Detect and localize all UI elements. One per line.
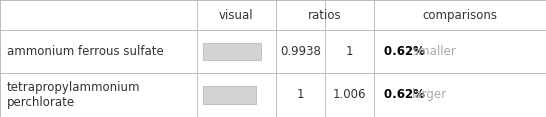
Text: comparisons: comparisons <box>423 9 497 22</box>
Text: 0.62%: 0.62% <box>384 45 429 58</box>
Text: ratios: ratios <box>308 9 342 22</box>
Text: 1: 1 <box>346 45 353 58</box>
Text: 0.62%: 0.62% <box>384 88 429 101</box>
Bar <box>203 43 260 60</box>
Text: tetrapropylammonium
perchlorate: tetrapropylammonium perchlorate <box>7 81 140 109</box>
Text: smaller: smaller <box>412 45 456 58</box>
Text: 0.9938: 0.9938 <box>280 45 321 58</box>
Text: ammonium ferrous sulfate: ammonium ferrous sulfate <box>7 45 163 58</box>
Text: 1.006: 1.006 <box>333 88 366 101</box>
Bar <box>203 86 256 104</box>
Text: 1: 1 <box>296 88 304 101</box>
Text: visual: visual <box>219 9 253 22</box>
Text: larger: larger <box>412 88 447 101</box>
